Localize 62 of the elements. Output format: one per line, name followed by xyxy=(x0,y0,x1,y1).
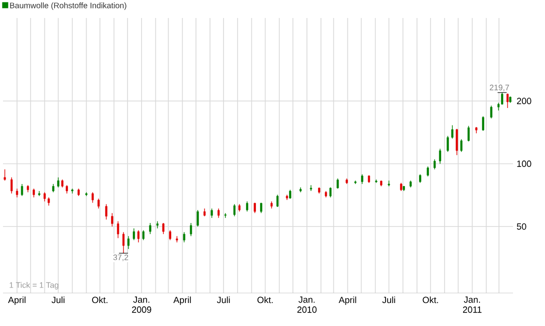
candlestick xyxy=(127,236,130,250)
annotation: 37,2 xyxy=(113,254,128,262)
x-tick-label: Juli xyxy=(52,296,64,304)
x-tick-label: Okt. xyxy=(92,296,108,304)
candlestick xyxy=(57,177,60,188)
legend-label: Baumwolle (Rohstoffe Indikation) xyxy=(10,2,126,10)
y-tick-label: 50 xyxy=(516,223,526,230)
candlestick xyxy=(218,208,220,218)
candlestick xyxy=(490,105,492,119)
candlestick xyxy=(183,232,186,243)
candlestick xyxy=(482,116,484,132)
x-tick-label: Juli xyxy=(382,296,396,304)
candlestick xyxy=(111,212,114,227)
candlestick xyxy=(20,184,24,196)
x-tick-label: April xyxy=(173,296,191,305)
x-tick-label: April xyxy=(338,296,356,305)
candlestick xyxy=(105,204,108,220)
candlestick xyxy=(276,194,279,208)
candlestick xyxy=(190,222,192,236)
candlestick xyxy=(10,177,13,194)
candlestick xyxy=(142,230,144,241)
candlestick xyxy=(451,124,454,139)
candlestick xyxy=(388,180,390,187)
x-tick-label: April xyxy=(8,296,26,305)
candlestick xyxy=(4,169,6,181)
candlestick xyxy=(501,92,504,106)
candlestick xyxy=(439,148,442,164)
annotation: 219,7 xyxy=(490,84,510,92)
candlestick xyxy=(122,232,125,254)
candlestick xyxy=(92,192,94,204)
candlestick xyxy=(361,174,364,184)
x-tick-label: Jan. 2011 xyxy=(463,296,482,313)
candlestick xyxy=(156,220,159,229)
y-tick-label: 100 xyxy=(517,160,532,167)
x-tick-label: Jan. 2010 xyxy=(297,296,317,313)
candlestick xyxy=(210,208,213,218)
candlestick xyxy=(116,220,120,238)
x-tick-label: Okt. xyxy=(422,296,438,304)
candlestick xyxy=(506,93,509,108)
candlestick xyxy=(246,201,248,212)
x-tick-label: Okt. xyxy=(257,296,273,304)
x-tick-label: Jan. 2009 xyxy=(132,296,152,313)
candlestick xyxy=(233,204,236,217)
candlestick xyxy=(169,230,172,241)
candlestick xyxy=(162,222,164,234)
candlestick xyxy=(456,128,458,156)
x-tick-label: Juli xyxy=(216,296,230,304)
candlestick xyxy=(196,210,199,227)
y-tick-label: 200 xyxy=(516,98,532,104)
candlestick xyxy=(98,198,100,209)
candlestick xyxy=(434,158,436,170)
candlestick xyxy=(460,138,462,152)
candlestick xyxy=(468,125,470,142)
candlestick xyxy=(149,222,152,234)
candlestick xyxy=(426,166,429,177)
candlestick xyxy=(137,230,140,243)
candlestick xyxy=(132,228,135,241)
candlestick xyxy=(310,184,312,192)
candlestick xyxy=(44,192,46,202)
annotation: 1 Tick = 1 Tag xyxy=(10,282,58,290)
candlestick xyxy=(176,236,178,243)
candlestick xyxy=(446,136,449,152)
